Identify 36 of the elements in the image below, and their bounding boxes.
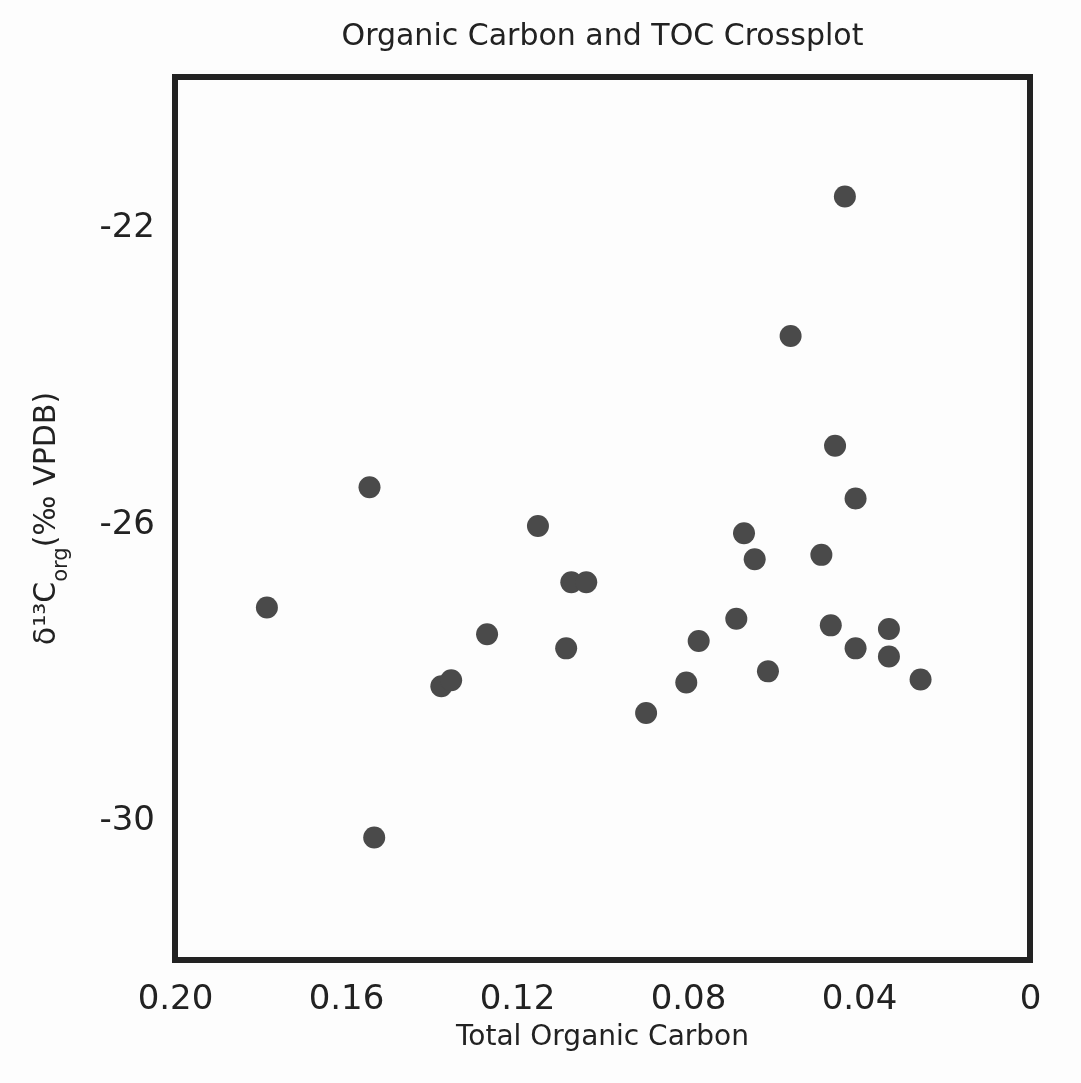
x-tick-label: 0.04 [821, 976, 898, 1017]
point [733, 522, 755, 545]
point [844, 637, 867, 660]
y-tick-label: -30 [99, 798, 155, 839]
x-tick-label: 0 [1019, 976, 1042, 1017]
point [833, 185, 856, 208]
point [675, 671, 698, 694]
point [877, 645, 900, 668]
x-tick-label: 0.20 [137, 976, 214, 1017]
point [824, 434, 847, 457]
point [255, 596, 278, 619]
x-tick-label: 0.12 [479, 976, 556, 1017]
point [725, 607, 748, 630]
point [779, 324, 802, 347]
point [526, 514, 549, 537]
y-tick-label: -26 [99, 501, 155, 542]
point [756, 660, 779, 683]
x-tick-label: 0.16 [308, 976, 385, 1017]
point [575, 571, 598, 594]
y-tick-label: -22 [99, 204, 155, 245]
point [363, 826, 386, 849]
point [555, 637, 578, 660]
point [635, 701, 658, 724]
point [844, 487, 867, 510]
point [358, 476, 381, 499]
chart-title: Organic Carbon and TOC Crossplot [341, 17, 864, 52]
point [440, 669, 463, 692]
point [810, 543, 833, 566]
point [909, 668, 932, 691]
point [819, 614, 842, 637]
point [476, 623, 499, 646]
point [877, 618, 900, 641]
point [743, 548, 766, 571]
point [687, 629, 710, 652]
x-tick-label: 0.08 [650, 976, 727, 1017]
x-axis-title: Total Organic Carbon [455, 1019, 749, 1052]
